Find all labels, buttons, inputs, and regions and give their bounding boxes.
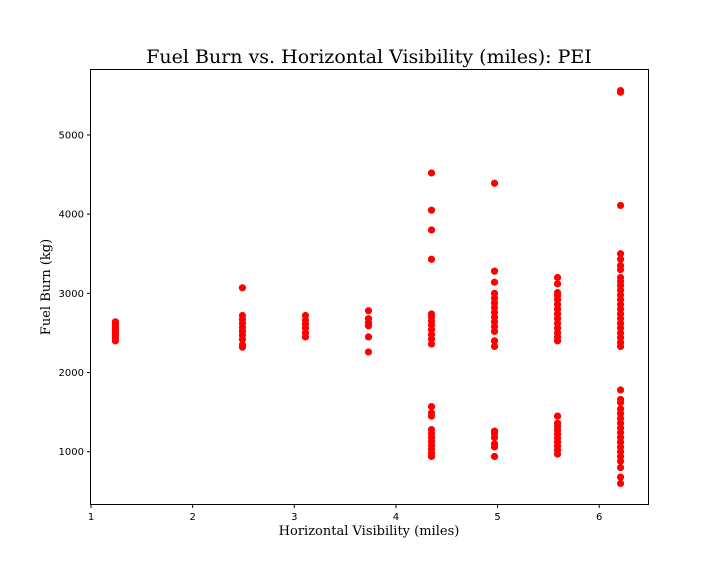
data-point [490, 427, 499, 435]
data-point [616, 479, 625, 488]
data-point [616, 473, 625, 481]
data-point [490, 289, 499, 297]
data-point [427, 169, 436, 177]
data-point [616, 86, 625, 95]
plot-area [90, 69, 649, 505]
y-tick-label: 2000 [59, 368, 84, 379]
data-point [427, 226, 436, 234]
data-point [238, 341, 247, 349]
x-tick-label: 6 [596, 512, 602, 523]
data-point [490, 179, 499, 187]
data-point [553, 419, 562, 427]
data-point [616, 395, 625, 404]
y-axis-label: Fuel Burn (kg) [39, 239, 54, 335]
data-point [616, 201, 625, 210]
data-point [364, 315, 373, 323]
data-point [427, 425, 436, 434]
data-point [616, 273, 625, 282]
data-point [427, 255, 436, 263]
data-point [553, 273, 562, 282]
data-point [616, 255, 625, 263]
chart-title: Fuel Burn vs. Horizontal Visibility (mil… [146, 46, 592, 68]
x-tick-label: 5 [494, 512, 500, 523]
x-tick-label: 2 [189, 512, 195, 523]
data-point [490, 278, 499, 286]
data-point [490, 337, 499, 345]
data-point [427, 402, 436, 411]
x-tick-label: 4 [393, 512, 399, 523]
data-point [364, 307, 373, 315]
data-points [111, 86, 625, 488]
data-point [553, 412, 562, 420]
data-point [427, 409, 436, 417]
data-point [427, 206, 436, 214]
data-point [616, 405, 625, 413]
y-tick-label: 1000 [59, 447, 84, 458]
data-point [238, 284, 247, 292]
data-point [427, 310, 436, 318]
data-point [301, 311, 310, 320]
y-axis: 1000 2000 3000 4000 5000 [59, 130, 91, 458]
y-tick-label: 3000 [59, 289, 84, 300]
data-point [111, 318, 119, 326]
data-point [238, 311, 247, 320]
x-tick-label: 3 [291, 512, 297, 523]
data-point [490, 440, 499, 448]
data-point [490, 452, 499, 461]
data-point [364, 348, 373, 356]
x-tick-label: 1 [88, 512, 94, 523]
data-point [553, 280, 562, 288]
y-tick-label: 5000 [59, 130, 84, 141]
y-tick-label: 4000 [59, 210, 84, 221]
data-point [616, 262, 625, 270]
data-point [364, 333, 373, 341]
data-point [616, 250, 625, 258]
data-point [616, 386, 625, 394]
data-point [490, 342, 499, 350]
data-point [490, 267, 499, 275]
x-axis: 1 2 3 4 5 6 [88, 504, 602, 523]
data-point [553, 288, 562, 297]
x-axis-label: Horizontal Visibility (miles) [279, 524, 460, 539]
data-point [616, 463, 625, 472]
